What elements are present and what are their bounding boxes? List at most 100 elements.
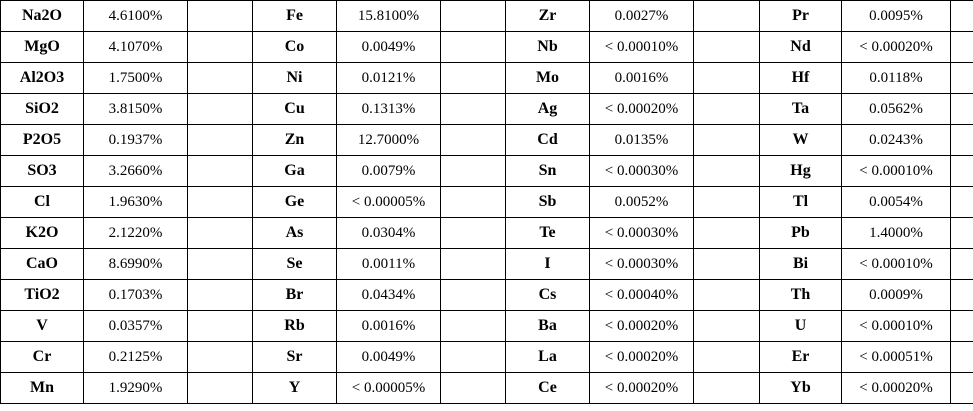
value-cell: < 0.00020% [589,372,694,404]
value-cell: 2.1220% [83,217,188,249]
element-cell: Rb [252,310,337,342]
empty-cell [187,93,253,125]
empty-cell [187,341,253,373]
empty-cell [440,279,506,311]
element-cell: Hg [759,155,842,187]
empty-cell [693,341,760,373]
element-cell: Ce [505,372,590,404]
element-cell: I [505,248,590,280]
element-cell: Yb [759,372,842,404]
value-cell: < 0.00020% [589,310,694,342]
value-cell: < 0.00010% [841,155,951,187]
value-cell: 0.1937% [83,124,188,156]
value-cell: < 0.00020% [841,31,951,63]
value-cell: 0.0135% [589,124,694,156]
value-cell: < 0.00010% [841,310,951,342]
element-cell: As [252,217,337,249]
value-cell: 0.0054% [841,186,951,218]
element-cell: Sr [252,341,337,373]
empty-cell [693,310,760,342]
element-cell: Mn [0,372,84,404]
empty-cell [187,372,253,404]
empty-cell [693,62,760,94]
value-cell: 3.8150% [83,93,188,125]
element-cell: Na2O [0,0,84,32]
value-cell: 0.0016% [336,310,441,342]
empty-cell [440,93,506,125]
element-cell: Nd [759,31,842,63]
element-cell: Ga [252,155,337,187]
empty-cell [187,124,253,156]
empty-cell [440,341,506,373]
empty-cell [950,93,973,125]
value-cell: 0.0357% [83,310,188,342]
element-cell: MgO [0,31,84,63]
value-cell: < 0.00030% [589,248,694,280]
table-row: Na2O 4.6100% Fe 15.8100% Zr 0.0027% Pr 0.0095% [0,0,973,32]
table-row: P2O5 0.1937% Zn 12.7000% Cd 0.0135% W 0.0243% [0,124,973,156]
value-cell: 8.6990% [83,248,188,280]
empty-cell [187,31,253,63]
empty-cell [440,31,506,63]
element-cell: Ge [252,186,337,218]
empty-cell [187,248,253,280]
value-cell: 12.7000% [336,124,441,156]
empty-cell [440,186,506,218]
table-row: Cr 0.2125% Sr 0.0049% La < 0.00020% Er < 0.0005… [0,341,973,373]
element-cell: Pb [759,217,842,249]
value-cell: 0.0027% [589,0,694,32]
element-cell: Ag [505,93,590,125]
element-cell: Y [252,372,337,404]
value-cell: 0.0079% [336,155,441,187]
table-row: MgO 4.1070% Co 0.0049% Nb < 0.00010% Nd < 0.000… [0,31,973,63]
empty-cell [440,310,506,342]
value-cell: 0.1703% [83,279,188,311]
element-cell: SO3 [0,155,84,187]
value-cell: < 0.00020% [841,372,951,404]
table-row: TiO2 0.1703% Br 0.0434% Cs < 0.00040% Th 0.0009… [0,279,973,311]
value-cell: 0.0011% [336,248,441,280]
element-cell: K2O [0,217,84,249]
empty-cell [950,0,973,32]
empty-cell [950,341,973,373]
value-cell: 15.8100% [336,0,441,32]
table-row: SO3 3.2660% Ga 0.0079% Sn < 0.00030% Hg < 0.000… [0,155,973,187]
value-cell: 4.6100% [83,0,188,32]
value-cell: 0.0304% [336,217,441,249]
value-cell: < 0.00010% [841,248,951,280]
element-cell: Al2O3 [0,62,84,94]
empty-cell [440,248,506,280]
element-cell: Te [505,217,590,249]
empty-cell [950,279,973,311]
element-cell: U [759,310,842,342]
empty-cell [440,0,506,32]
value-cell: 0.0562% [841,93,951,125]
table-row: Mn 1.9290% Y < 0.00005% Ce < 0.00020% Yb < 0.00… [0,372,973,404]
empty-cell [950,186,973,218]
element-cell: Ta [759,93,842,125]
element-cell: Sb [505,186,590,218]
element-cell: Bi [759,248,842,280]
value-cell: 0.0243% [841,124,951,156]
empty-cell [693,279,760,311]
value-cell: 4.1070% [83,31,188,63]
element-cell: CaO [0,248,84,280]
value-cell: 0.0049% [336,31,441,63]
element-cell: Th [759,279,842,311]
value-cell: 1.9290% [83,372,188,404]
value-cell: 0.0095% [841,0,951,32]
empty-cell [693,372,760,404]
empty-cell [693,124,760,156]
empty-cell [187,186,253,218]
empty-cell [950,217,973,249]
empty-cell [950,310,973,342]
value-cell: 0.1313% [336,93,441,125]
table-row: Al2O3 1.7500% Ni 0.0121% Mo 0.0016% Hf 0.0118% [0,62,973,94]
element-cell: Mo [505,62,590,94]
element-cell: Se [252,248,337,280]
table-row: V 0.0357% Rb 0.0016% Ba < 0.00020% U < 0.00010% [0,310,973,342]
empty-cell [187,155,253,187]
empty-cell [950,155,973,187]
element-cell: Fe [252,0,337,32]
